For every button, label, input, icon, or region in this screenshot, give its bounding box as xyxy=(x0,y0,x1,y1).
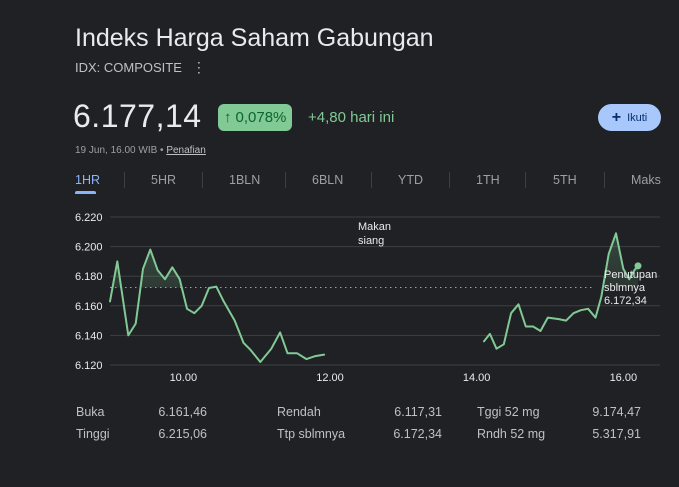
stat-value-prev-close: 6.172,34 xyxy=(393,427,442,441)
last-price-dot xyxy=(634,262,642,270)
stat-value-open: 6.161,46 xyxy=(158,405,207,419)
active-tab-indicator xyxy=(75,191,96,194)
disclaimer-link[interactable]: Penafian xyxy=(166,145,206,156)
tab-1th[interactable]: 1TH xyxy=(476,173,500,187)
range-tabs: 1HR 5HR 1BLN 6BLN YTD 1TH 5TH Maks xyxy=(0,170,679,194)
tab-5th[interactable]: 5TH xyxy=(553,173,577,187)
change-percent-badge: ↑ 0,078% xyxy=(218,104,293,131)
y-tick-label: 6.200 xyxy=(75,242,103,254)
prev-close-label: 6.172,34 xyxy=(604,295,647,307)
x-tick-label: 12.00 xyxy=(316,372,344,384)
timestamp-row: 19 Jun, 16.00 WIB • Penafian xyxy=(75,145,206,156)
prev-close-label: sblmnya xyxy=(604,282,646,294)
lunch-label-line2: siang xyxy=(358,235,384,247)
follow-button[interactable]: + Ikuti xyxy=(598,104,661,131)
price-line xyxy=(109,248,326,363)
stat-label-prev-close: Ttp sblmnya xyxy=(277,427,346,441)
tab-6bln[interactable]: 6BLN xyxy=(312,173,344,187)
stat-value-52w-low: 5.317,91 xyxy=(592,427,641,441)
price-chart[interactable]: 6.220 6.200 6.180 6.160 6.140 6.120 10.00 12.00… xyxy=(0,205,679,390)
x-tick-label: 10.00 xyxy=(170,372,198,384)
tab-1bln[interactable]: 1BLN xyxy=(229,173,261,187)
price-line xyxy=(483,232,639,350)
tab-divider xyxy=(124,172,125,188)
stat-value-high: 6.215,06 xyxy=(158,427,207,441)
stat-label-low: Rendah xyxy=(277,405,321,419)
change-today: +4,80 hari ini xyxy=(308,109,395,126)
y-tick-label: 6.140 xyxy=(75,330,103,342)
change-percent: 0,078% xyxy=(235,109,287,126)
tab-divider xyxy=(525,172,526,188)
stat-label-52w-low: Rndh 52 mg xyxy=(477,427,546,441)
ticker-row: IDX: COMPOSITE ⋮ xyxy=(75,59,206,76)
follow-button-label: Ikuti xyxy=(627,111,648,124)
plus-icon: + xyxy=(611,108,622,126)
stat-label-52w-high: Tggi 52 mg xyxy=(477,405,540,419)
y-tick-label: 6.220 xyxy=(75,212,103,224)
current-price: 6.177,14 xyxy=(73,98,202,134)
tab-5hr[interactable]: 5HR xyxy=(151,173,177,187)
tab-divider xyxy=(202,172,203,188)
timestamp: 19 Jun, 16.00 WIB • xyxy=(75,145,167,156)
tab-divider xyxy=(371,172,372,188)
page-title: Indeks Harga Saham Gabungan xyxy=(75,24,434,52)
tab-1hr[interactable]: 1HR xyxy=(75,173,101,187)
arrow-up-icon: ↑ xyxy=(224,109,232,126)
lunch-label-line1: Makan xyxy=(358,221,391,233)
x-tick-label: 16.00 xyxy=(610,372,638,384)
stat-label-high: Tinggi xyxy=(76,427,110,441)
stat-label-open: Buka xyxy=(76,405,105,419)
y-tick-label: 6.180 xyxy=(75,271,103,283)
ticker-symbol: IDX: COMPOSITE xyxy=(75,60,182,75)
x-tick-label: 14.00 xyxy=(463,372,491,384)
stat-value-52w-high: 9.174,47 xyxy=(592,405,641,419)
stat-value-low: 6.117,31 xyxy=(394,405,442,419)
y-tick-label: 6.160 xyxy=(75,301,103,313)
tab-divider xyxy=(449,172,450,188)
more-options-icon[interactable]: ⋮ xyxy=(191,59,206,75)
tab-divider xyxy=(285,172,286,188)
tab-ytd[interactable]: YTD xyxy=(398,173,423,187)
tab-divider xyxy=(604,172,605,188)
series-area xyxy=(484,233,638,288)
prev-close-label: Penutupan xyxy=(604,269,657,281)
tab-maks[interactable]: Maks xyxy=(631,173,661,187)
y-tick-label: 6.120 xyxy=(75,360,103,372)
